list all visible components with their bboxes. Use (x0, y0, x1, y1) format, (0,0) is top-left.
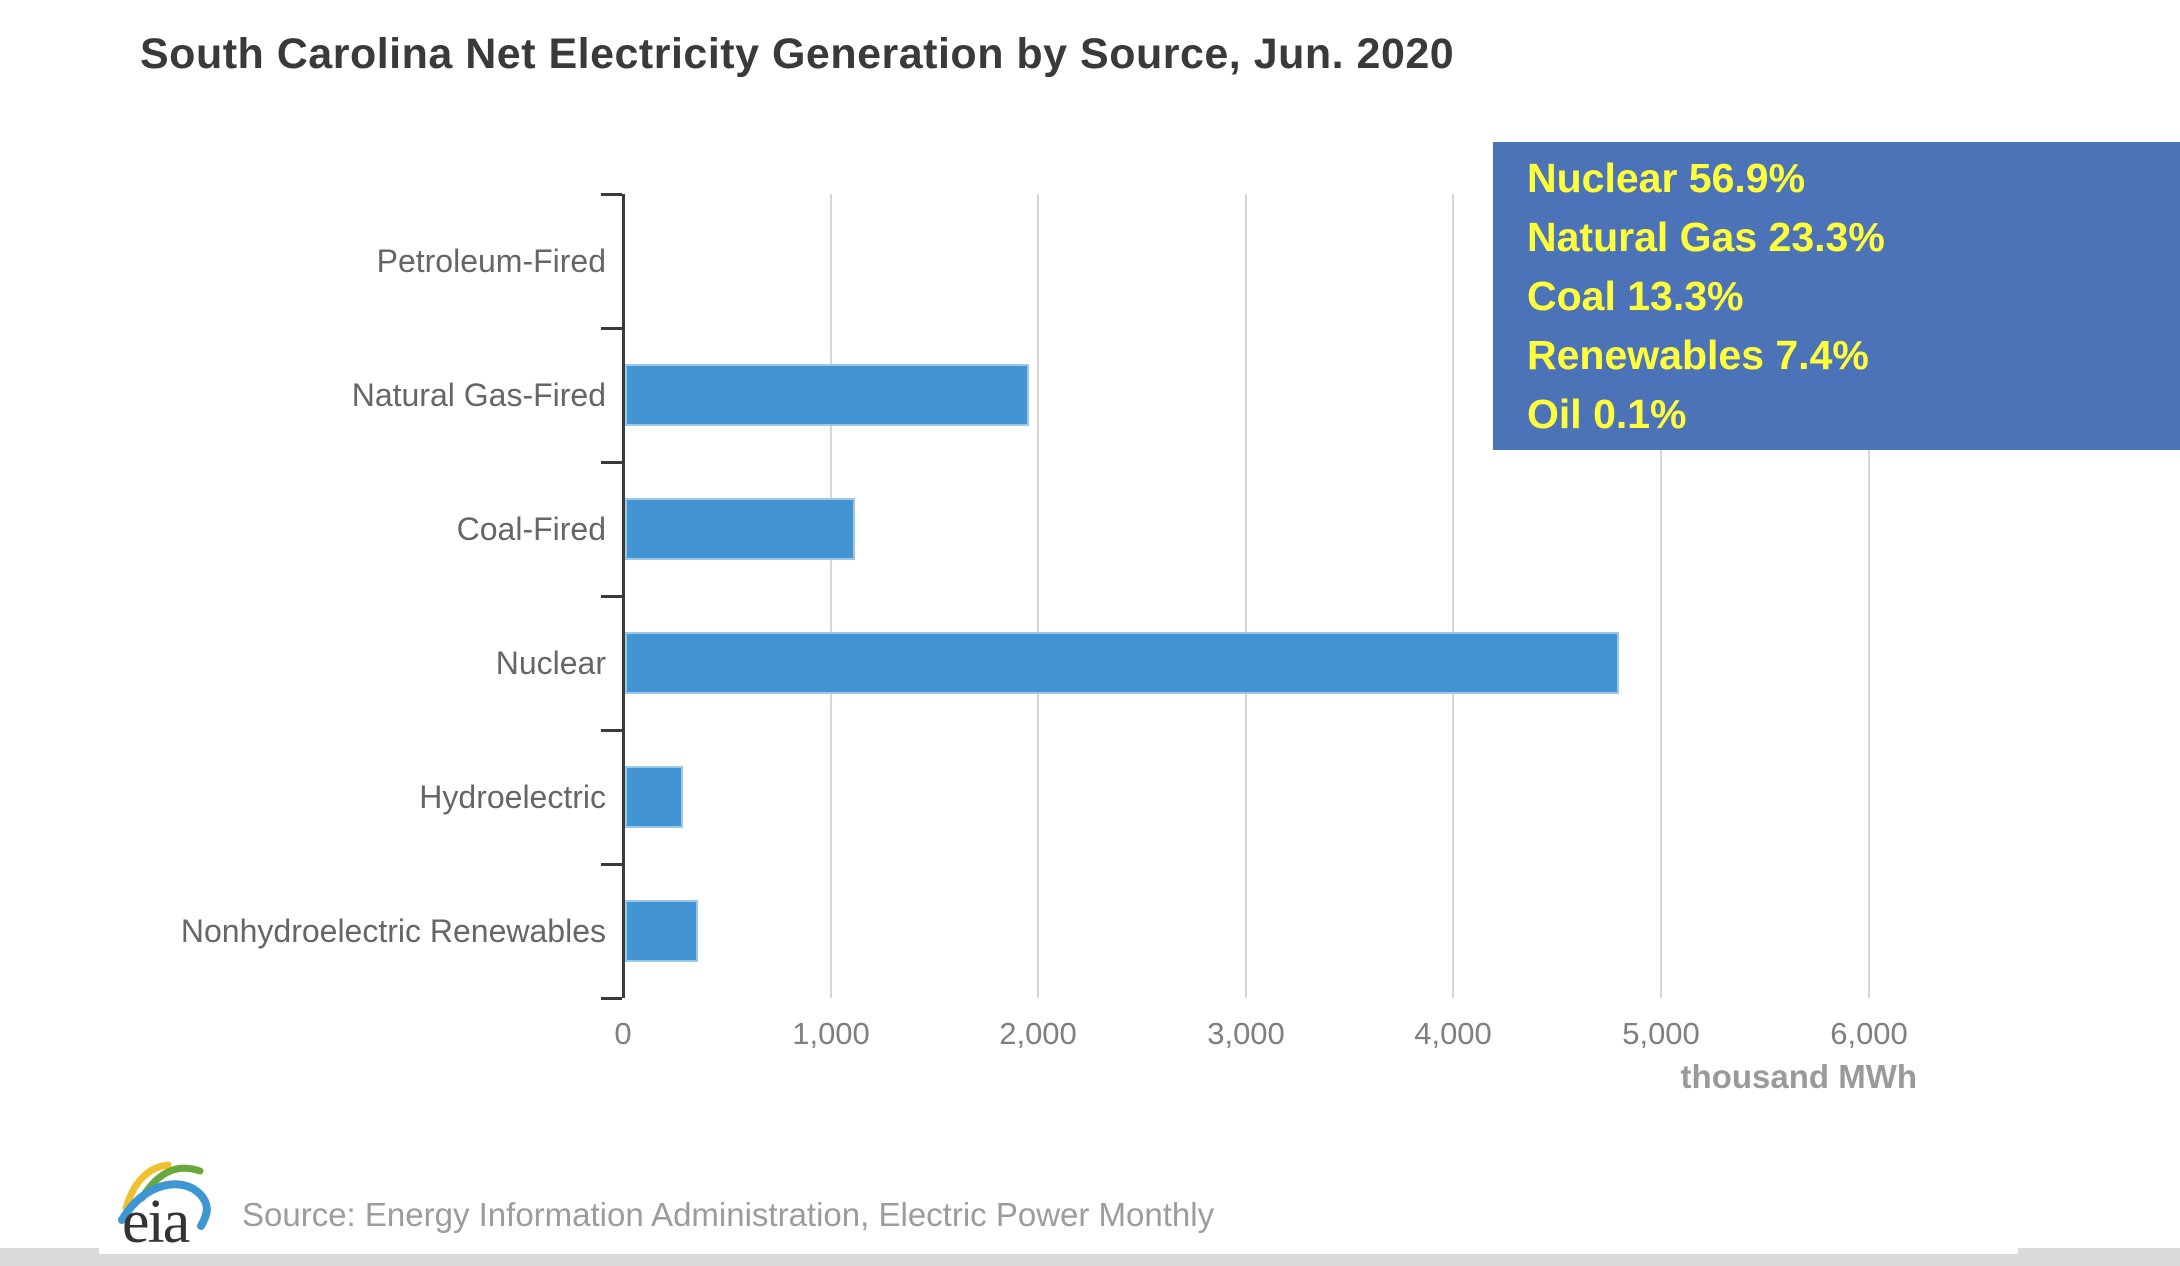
eia-logo-text: eia (122, 1188, 190, 1254)
bar-nuclear (625, 632, 1619, 694)
eia-logo-yellow-swoosh (122, 1161, 172, 1212)
x-tick-label-1,000: 1,000 (792, 1016, 870, 1051)
percentage-callout-box: Nuclear 56.9% Natural Gas 23.3% Coal 13.3%… (1493, 142, 2180, 450)
eia-logo-blue-swoosh (118, 1180, 211, 1230)
x-tick-label-5,000: 5,000 (1622, 1016, 1700, 1051)
y-axis-tick (601, 997, 622, 1000)
source-text: Source: Energy Information Administratio… (242, 1196, 1215, 1233)
gridline-2,000 (1037, 194, 1039, 998)
gridline-4,000 (1452, 194, 1454, 998)
callout-line-nuclear: Nuclear 56.9% (1527, 155, 1806, 201)
eia-logo: eia (118, 1161, 211, 1254)
callout-line-oil: Oil 0.1% (1527, 391, 1687, 437)
y-axis-tick (601, 193, 622, 196)
callout-line-renewables: Renewables 7.4% (1527, 332, 1869, 378)
category-label-petroleum-fired: Petroleum-Fired (376, 242, 606, 279)
y-axis-tick (601, 595, 622, 598)
x-tick-label-0: 0 (614, 1016, 632, 1051)
y-axis-tick (601, 729, 622, 732)
plot-area (601, 193, 1962, 1000)
y-axis-tick (601, 461, 622, 464)
category-axis-labels: Petroleum-Fired Natural Gas-Fired Coal-Fir… (0, 194, 606, 998)
category-label-nonhydroelectric-renewables: Nonhydroelectric Renewables (180, 912, 606, 949)
bar-coal-fired (625, 498, 855, 560)
x-tick-label-4,000: 4,000 (1414, 1016, 1492, 1051)
x-tick-label-6,000: 6,000 (1830, 1016, 1908, 1051)
category-label-hydroelectric: Hydroelectric (419, 778, 606, 815)
gridline-1,000 (830, 194, 832, 998)
x-axis-unit-label: thousand MWh (1680, 1058, 1917, 1095)
callout-line-natural: Natural Gas 23.3% (1527, 214, 1885, 260)
category-label-natural-gas-fired: Natural Gas-Fired (351, 376, 606, 413)
gridline-6,000 (1868, 194, 1870, 998)
category-label-nuclear: Nuclear (495, 644, 606, 681)
bar-natural-gas-fired (625, 364, 1029, 426)
bar-nonhydroelectric-renewables (625, 900, 698, 962)
x-tick-label-2,000: 2,000 (999, 1016, 1077, 1051)
bottom-scroll-strip (0, 1248, 2180, 1266)
bottom-strip-inset (99, 1248, 2018, 1254)
y-axis-tick (601, 863, 622, 866)
callout-line-coal: Coal 13.3% (1527, 273, 1744, 319)
gridline-5,000 (1660, 194, 1662, 998)
gridline-3,000 (1245, 194, 1247, 998)
y-axis-line (622, 194, 625, 998)
bar-hydroelectric (625, 766, 683, 828)
chart-title: South Carolina Net Electricity Generatio… (140, 30, 1455, 78)
category-label-coal-fired: Coal-Fired (456, 510, 606, 547)
x-tick-label-3,000: 3,000 (1207, 1016, 1285, 1051)
y-axis-tick (601, 327, 622, 330)
